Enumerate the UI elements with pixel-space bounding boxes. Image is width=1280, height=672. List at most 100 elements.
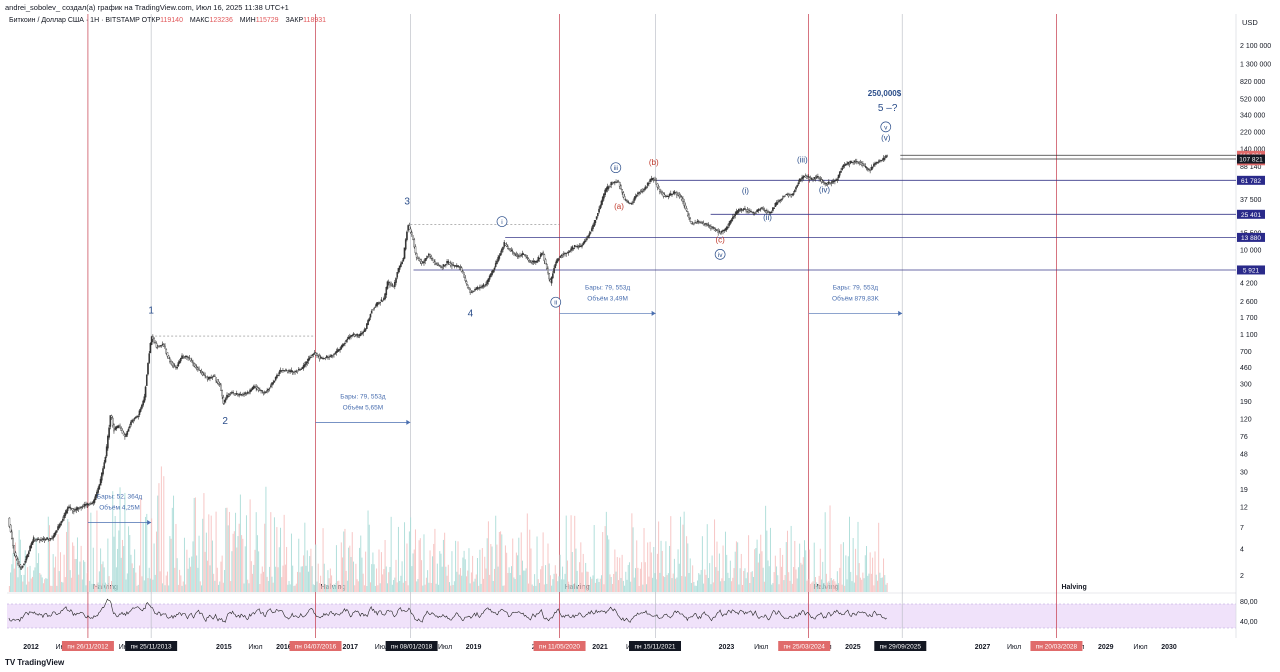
candle-body (393, 282, 396, 287)
volume-bar (784, 574, 786, 592)
candle-body (20, 567, 23, 569)
volume-bar (755, 548, 757, 592)
volume-bar (472, 555, 474, 592)
candle-body (267, 389, 270, 391)
volume-bar (805, 550, 807, 592)
volume-bar (853, 582, 855, 592)
candle-body (605, 188, 608, 192)
volume-bar (811, 582, 813, 592)
volume-bar (602, 532, 604, 592)
candle-body (432, 259, 435, 263)
volume-bar (671, 578, 673, 592)
symbol-title[interactable]: Биткоин / Доллар США · 1Н · BITSTAMP (9, 17, 140, 24)
candle-body (642, 190, 644, 192)
price-tick-label: 2 600 (1240, 299, 1258, 306)
candle-body (635, 194, 638, 197)
volume-bar (458, 574, 460, 592)
volume-bar (237, 536, 239, 592)
candle-body (763, 209, 766, 211)
date-marker-box (629, 641, 682, 651)
volume-bar (254, 549, 256, 592)
volume-bar (377, 585, 379, 592)
tradingview-brand[interactable]: TV TradingView (5, 658, 64, 667)
volume-bar (148, 567, 150, 592)
price-level-box (1237, 175, 1265, 185)
volume-bar (132, 568, 134, 592)
candle-body (510, 249, 513, 251)
candle-body (190, 360, 193, 363)
volume-bar (580, 542, 582, 592)
volume-bar (262, 571, 264, 592)
volume-bar (137, 584, 139, 592)
volume-bar (675, 578, 677, 592)
volume-bar (63, 554, 65, 592)
price-tick-label: 10 000 (1240, 247, 1262, 254)
volume-bar (485, 568, 487, 592)
candle-body (24, 560, 27, 563)
cycle-arrowhead (147, 520, 152, 526)
candle-body (527, 258, 530, 261)
time-tick-label: 2027 (975, 644, 991, 651)
volume-bar (423, 534, 425, 592)
candle-body (685, 208, 688, 211)
candle-body (331, 355, 334, 357)
candle-body (645, 186, 648, 188)
volume-bar (292, 565, 294, 592)
volume-bar (153, 543, 155, 592)
candle-body (494, 263, 497, 267)
candle-body (779, 200, 781, 202)
candle-body (142, 400, 144, 406)
candle-body (203, 373, 205, 375)
volume-bar (562, 566, 564, 592)
volume-bar (253, 564, 255, 592)
candle-body (528, 260, 531, 262)
candle-body (111, 417, 114, 426)
volume-bar (337, 581, 339, 592)
volume-bar (469, 583, 471, 592)
candle-body (744, 208, 746, 210)
volume-bar (616, 557, 618, 592)
candle-body (883, 158, 886, 160)
volume-bar (111, 581, 113, 592)
candle-body (783, 196, 785, 198)
volume-bar (855, 548, 857, 592)
time-tick-label: Июл (1133, 644, 1147, 651)
candle-body (558, 258, 560, 260)
volume-bar (152, 579, 154, 592)
volume-bar (611, 583, 613, 592)
volume-bar (542, 532, 544, 592)
candle-body (64, 512, 67, 516)
volume-bar (249, 499, 251, 592)
date-marker-box (61, 641, 114, 651)
volume-bar (35, 537, 37, 592)
volume-bar (746, 572, 748, 592)
volume-bar (168, 585, 170, 592)
candle-body (60, 520, 63, 524)
volume-bar (317, 563, 319, 592)
candle-body (834, 180, 836, 182)
candle-body (409, 228, 412, 233)
volume-bar (107, 538, 109, 592)
candle-body (310, 356, 312, 358)
volume-bar (108, 576, 110, 592)
volume-bar (128, 526, 130, 592)
candle-body (447, 261, 450, 263)
candle-body (852, 161, 854, 164)
cycle-arrowhead (651, 310, 656, 316)
candle-body (307, 358, 310, 362)
volume-bar (577, 585, 579, 592)
candle-body (595, 216, 598, 220)
volume-bar (549, 575, 551, 592)
candle-body (498, 255, 501, 259)
cycle-volume-note: Объём 5,65M (343, 403, 384, 411)
volume-bar (366, 585, 368, 592)
volume-bar (644, 562, 646, 592)
candle-body (562, 253, 565, 255)
volume-bar (617, 580, 619, 592)
volume-bar (146, 513, 148, 592)
volume-bar (51, 585, 53, 592)
candle-body (838, 171, 841, 176)
candle-body (812, 179, 814, 181)
candle-body (122, 432, 125, 436)
